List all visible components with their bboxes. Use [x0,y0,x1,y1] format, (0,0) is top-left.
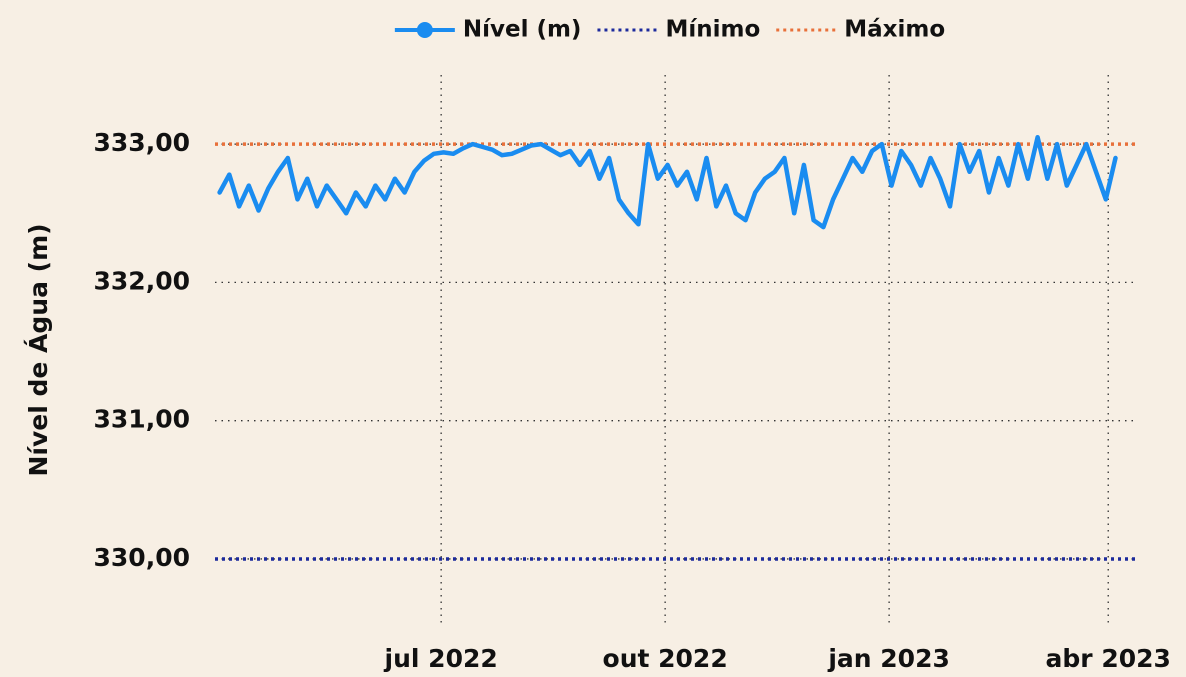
legend-label: Nível (m) [463,17,582,43]
y-axis-label: Nível de Água (m) [24,223,53,476]
legend-label: Máximo [844,17,945,43]
legend-label: Mínimo [665,17,760,43]
y-tick-label: 332,00 [94,266,190,295]
y-tick-label: 333,00 [94,128,190,157]
x-tick-label: out 2022 [603,644,728,673]
y-tick-label: 331,00 [94,405,190,434]
legend-dot [416,22,433,38]
x-tick-label: jan 2023 [827,644,950,673]
y-tick-label: 330,00 [94,543,190,572]
x-tick-label: abr 2023 [1046,644,1171,673]
legend-marker [394,22,455,38]
x-tick-label: jul 2022 [384,644,498,673]
legend: Nível (m) Mínimo Máximo [394,17,945,43]
data-line [217,134,1118,230]
